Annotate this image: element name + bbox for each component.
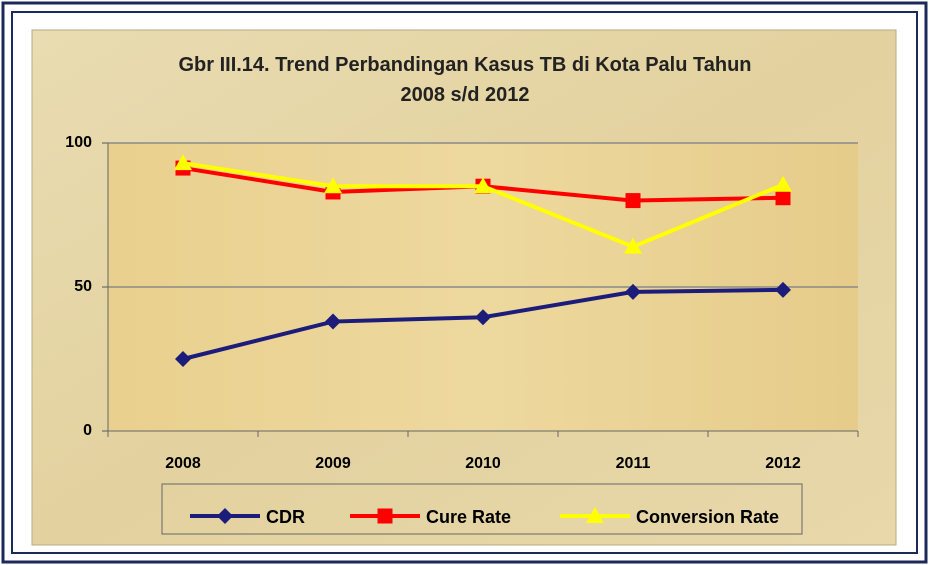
x-tick-label: 2012 — [765, 455, 801, 472]
data-point — [625, 283, 641, 300]
inner-border — [11, 11, 918, 554]
y-tick-label: 100 — [65, 134, 92, 151]
y-tick-label: 50 — [74, 278, 92, 295]
data-point — [775, 190, 791, 206]
x-tick-label: 2008 — [165, 455, 201, 472]
data-point — [324, 177, 342, 194]
legend-marker — [586, 507, 604, 523]
data-point — [475, 309, 491, 326]
legend-marker — [217, 508, 233, 524]
legend-label: Cure Rate — [426, 507, 511, 527]
x-tick-label: 2010 — [465, 455, 501, 472]
legend-box — [161, 483, 803, 535]
x-tick-label: 2009 — [315, 455, 351, 472]
data-point — [774, 175, 792, 192]
data-point — [775, 281, 791, 298]
data-point — [175, 351, 191, 367]
data-point — [325, 313, 341, 330]
data-point — [624, 237, 642, 254]
data-point — [174, 154, 192, 171]
x-tick-label: 2011 — [616, 455, 651, 472]
legend-label: CDR — [266, 507, 305, 527]
data-point — [625, 193, 641, 209]
y-tick-label: 0 — [83, 422, 92, 439]
legend-label: Conversion Rate — [636, 507, 779, 527]
data-point — [474, 177, 492, 194]
legend-marker — [377, 508, 393, 524]
chart-title: Gbr III.14. Trend Perbandingan Kasus TB … — [178, 54, 752, 106]
